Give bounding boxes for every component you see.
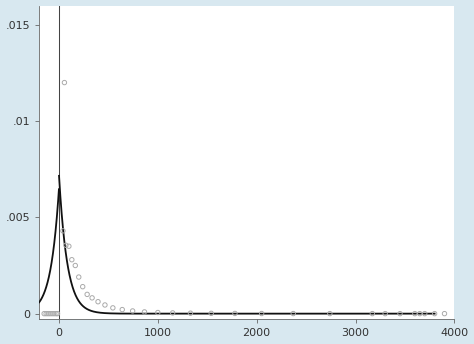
Point <box>42 311 50 316</box>
Point <box>441 311 448 316</box>
Point <box>187 310 194 316</box>
Point <box>54 311 61 316</box>
Point <box>94 299 102 304</box>
Point <box>154 310 162 315</box>
Point <box>83 292 91 297</box>
Point <box>52 311 60 316</box>
Point <box>72 263 79 268</box>
Point <box>101 302 109 308</box>
Point <box>231 311 239 316</box>
Point <box>68 257 76 262</box>
Point <box>88 295 96 301</box>
Point <box>46 311 54 316</box>
Point <box>421 311 428 316</box>
Point <box>50 311 58 316</box>
Point <box>141 309 148 315</box>
Point <box>118 307 126 312</box>
Point <box>208 311 215 316</box>
Point <box>169 310 176 316</box>
Point <box>79 284 86 289</box>
Point <box>44 311 52 316</box>
Point <box>290 311 297 316</box>
Point <box>431 311 438 316</box>
Point <box>40 311 48 316</box>
Point <box>129 308 137 314</box>
Point <box>258 311 265 316</box>
Point <box>396 311 404 316</box>
Point <box>369 311 376 316</box>
Point <box>65 244 73 249</box>
Point <box>382 311 389 316</box>
Point <box>61 80 68 85</box>
Point <box>411 311 419 316</box>
Point <box>416 311 424 316</box>
Point <box>326 311 334 316</box>
Point <box>62 243 70 248</box>
Point <box>75 274 82 280</box>
Point <box>109 305 117 311</box>
Point <box>48 311 56 316</box>
Point <box>59 228 67 234</box>
